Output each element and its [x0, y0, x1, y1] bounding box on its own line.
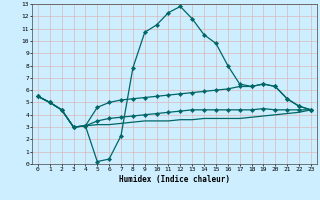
- X-axis label: Humidex (Indice chaleur): Humidex (Indice chaleur): [119, 175, 230, 184]
